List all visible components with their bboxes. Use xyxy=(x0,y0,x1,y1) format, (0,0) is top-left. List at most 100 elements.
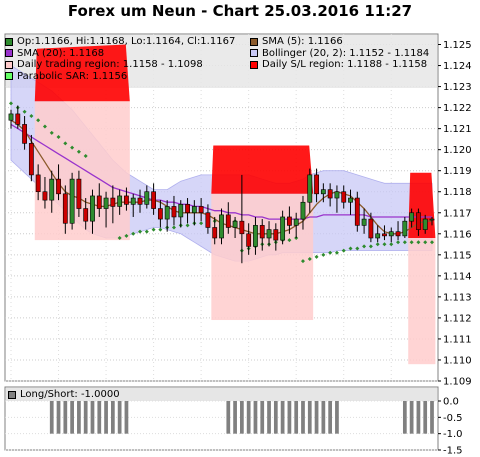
daily-trading-swatch xyxy=(5,60,13,69)
candle-body xyxy=(96,195,102,209)
sar-point xyxy=(287,238,292,243)
candle-body xyxy=(185,204,190,214)
long-short-bar xyxy=(402,401,407,434)
long-short-bar xyxy=(240,401,244,434)
sar-point xyxy=(36,118,41,123)
sar-point xyxy=(375,242,380,247)
price-tick-label: 1.124 xyxy=(443,61,472,72)
sar-point xyxy=(83,153,88,158)
ohlc-swatch xyxy=(5,37,13,46)
sar-point xyxy=(185,223,190,228)
candle-body xyxy=(164,206,170,220)
candle-body xyxy=(76,178,82,209)
long-short-bar xyxy=(267,401,271,434)
legend-row: Op:1.1166, Hi:1.1168, Lo:1.1164, Cl:1.11… xyxy=(5,36,440,48)
sar-point xyxy=(124,233,129,238)
price-tick-label: 1.122 xyxy=(443,103,472,114)
long-short-bar xyxy=(260,401,265,434)
sar-point xyxy=(341,248,346,253)
legend-row: Parabolic SAR: 1.1156 xyxy=(5,71,440,83)
price-tick-label: 1.112 xyxy=(443,313,472,324)
sar-point xyxy=(158,227,163,232)
long-short-bar xyxy=(307,401,312,434)
candle-body xyxy=(171,206,177,218)
sar-point xyxy=(321,252,326,257)
long-short-bar xyxy=(233,401,237,434)
long-short-tick-label: -0.5 xyxy=(443,413,463,424)
long-short-bar xyxy=(287,401,292,434)
long-short-bar xyxy=(104,401,108,434)
sar-point xyxy=(151,227,156,232)
bollinger-swatch xyxy=(250,49,258,58)
daily-sl-region xyxy=(211,145,314,194)
daily-sl-swatch xyxy=(250,60,258,69)
legend-item-bollinger: Bollinger (20, 2): 1.1152 - 1.1184 xyxy=(250,48,429,60)
sar-point xyxy=(314,254,319,259)
sar-point xyxy=(42,124,47,129)
legend-item-sma5: SMA (5): 1.1166 xyxy=(250,36,343,48)
price-panel: 1.125 1.124 1.123 1.122 1.121 1.120 1.119 1.118… xyxy=(4,33,472,388)
legend-sma20-label: SMA (20): 1.1168 xyxy=(17,47,105,59)
candle-body xyxy=(334,191,340,199)
candle-body xyxy=(300,201,306,220)
candle-body xyxy=(307,174,313,203)
legend-daily-sl-label: Daily S/L region: 1.1188 - 1.1158 xyxy=(262,59,428,70)
long-short-bar xyxy=(124,401,129,434)
long-short-bar xyxy=(409,401,414,434)
candle-body xyxy=(62,193,68,224)
sar-point xyxy=(307,257,312,262)
long-short-bar xyxy=(77,401,81,434)
long-short-bar xyxy=(56,401,61,434)
candle-body xyxy=(191,206,197,214)
candle-body xyxy=(266,229,272,239)
candle-body xyxy=(56,178,61,195)
long-short-bar xyxy=(280,401,285,434)
candle-body xyxy=(341,191,347,203)
long-short-tick-label: -1.5 xyxy=(443,446,463,457)
candle-body xyxy=(416,212,421,230)
sar-point xyxy=(49,130,54,135)
candle-body xyxy=(35,174,41,193)
candle-body xyxy=(28,143,34,176)
sar-point xyxy=(348,246,353,251)
price-tick-label: 1.119 xyxy=(443,166,472,177)
legend-daily-trading-label: Daily trading region: 1.1158 - 1.1098 xyxy=(17,59,203,70)
price-tick-label: 1.115 xyxy=(443,250,472,261)
sar-point xyxy=(63,141,68,146)
sar-point xyxy=(22,109,27,114)
candle-body xyxy=(422,218,428,230)
candle-body xyxy=(429,218,435,221)
legend-item-sma20: SMA (20): 1.1168 xyxy=(5,48,250,60)
long-short-bar xyxy=(83,401,88,434)
long-short-panel: 0.0 -0.5 -1.0 -1.5 xyxy=(4,386,463,457)
legend-item-ohlc: Op:1.1166, Hi:1.1168, Lo:1.1164, Cl:1.11… xyxy=(5,36,250,48)
sar-point xyxy=(199,221,204,226)
long-short-bar xyxy=(90,401,95,434)
long-short-bar xyxy=(314,401,319,434)
candle-body xyxy=(198,206,204,214)
long-short-bar xyxy=(430,401,434,434)
candle-body xyxy=(354,197,360,226)
long-short-tick-label: -1.0 xyxy=(443,429,463,440)
long-short-bar xyxy=(423,401,428,434)
price-tick-label: 1.109 xyxy=(443,377,472,388)
parabolic-sar xyxy=(9,101,434,264)
long-short-bar xyxy=(335,401,339,434)
price-tick-label: 1.121 xyxy=(443,124,472,135)
candle-body xyxy=(273,229,279,241)
long-short-bar xyxy=(49,401,54,434)
daily-trading-region xyxy=(408,237,436,365)
candle-body xyxy=(42,191,48,201)
legend-ohlc-label: Op:1.1166, Hi:1.1168, Lo:1.1164, Cl:1.11… xyxy=(17,36,236,47)
price-tick-label: 1.117 xyxy=(443,208,472,219)
sar-point xyxy=(396,240,401,245)
candle-body xyxy=(388,231,394,237)
candle-body xyxy=(69,178,75,224)
price-tick-label: 1.113 xyxy=(443,292,472,303)
candle-body xyxy=(137,197,143,205)
legend-item-sar: Parabolic SAR: 1.1156 xyxy=(5,71,250,83)
sma5-swatch xyxy=(250,37,258,46)
long-short-legend-background xyxy=(6,388,437,401)
long-short-bar xyxy=(328,401,333,434)
